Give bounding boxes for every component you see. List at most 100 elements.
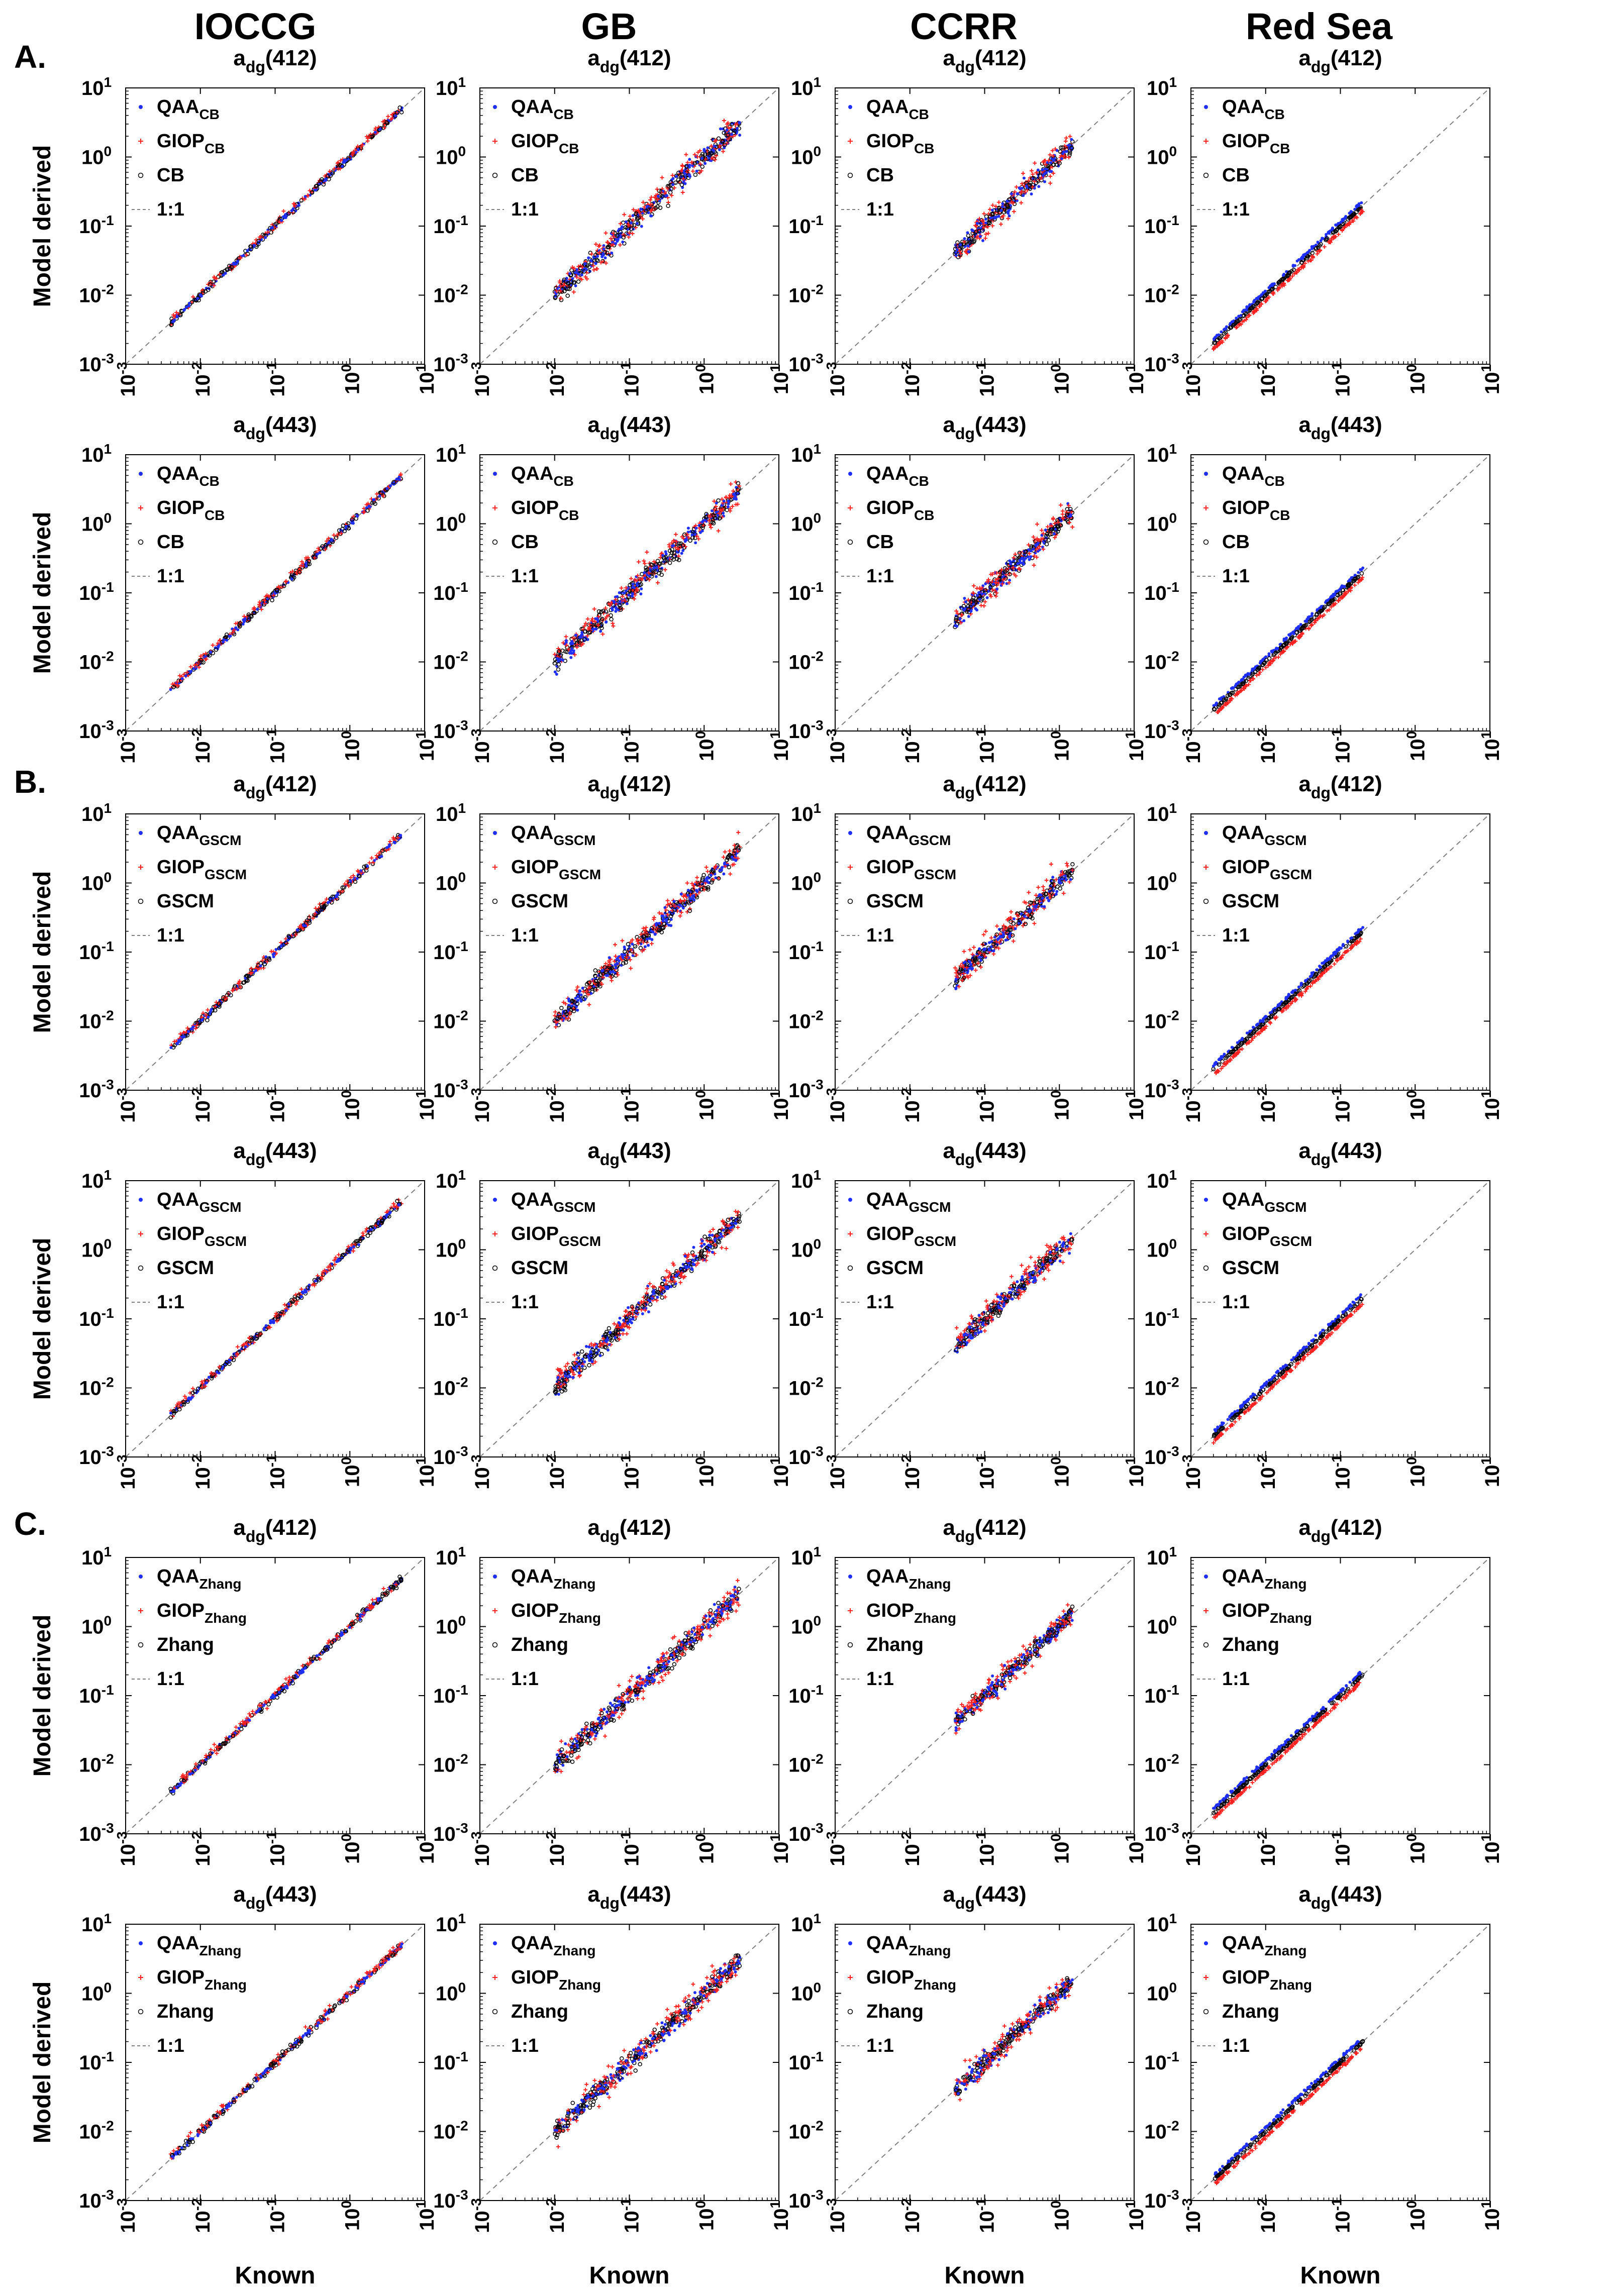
giop-point bbox=[996, 211, 1001, 216]
qaa-point bbox=[1305, 619, 1308, 623]
giop-point bbox=[709, 144, 714, 148]
giop-point bbox=[386, 114, 390, 119]
giop-point bbox=[1056, 520, 1060, 525]
legend: QAACB GIOPCB CB 1:1 bbox=[486, 96, 579, 220]
giop-point bbox=[1064, 136, 1068, 140]
qaa-point bbox=[394, 114, 397, 118]
qaa-point bbox=[356, 514, 359, 518]
legend-marker-model bbox=[138, 539, 144, 545]
qaa-point bbox=[348, 879, 352, 883]
model-point bbox=[185, 1033, 190, 1037]
section-label-a: A. bbox=[14, 39, 46, 75]
giop-point bbox=[712, 507, 717, 512]
model-point bbox=[214, 1003, 219, 1008]
giop-point bbox=[1020, 181, 1024, 186]
giop-point bbox=[349, 875, 353, 880]
qaa-point bbox=[1022, 558, 1026, 562]
giop-point bbox=[1035, 170, 1039, 175]
giop-point bbox=[994, 571, 999, 575]
y-tick-label: 100 bbox=[81, 510, 112, 536]
x-tick-label: 10-3 bbox=[114, 728, 139, 763]
qaa-point bbox=[1316, 608, 1319, 611]
qaa-point bbox=[225, 639, 229, 642]
qaa-point bbox=[1224, 328, 1227, 331]
qaa-point bbox=[974, 607, 977, 610]
giop-point bbox=[197, 665, 202, 669]
giop-point bbox=[718, 144, 722, 148]
y-tick-label: 100 bbox=[1147, 510, 1177, 536]
giop-point bbox=[332, 533, 336, 538]
qaa-point bbox=[569, 649, 573, 652]
legend-label: QAACB bbox=[157, 96, 220, 122]
model-point bbox=[607, 245, 611, 249]
qaa-point bbox=[209, 1010, 212, 1013]
legend-marker-model bbox=[138, 172, 144, 178]
model-point bbox=[716, 136, 721, 141]
qaa-point bbox=[241, 622, 245, 626]
model-point bbox=[969, 599, 974, 604]
model-point bbox=[629, 227, 634, 231]
giop-point bbox=[1051, 516, 1055, 520]
model-point bbox=[220, 270, 225, 274]
model-point bbox=[984, 214, 989, 219]
giop-point bbox=[1285, 646, 1289, 650]
giop-point bbox=[263, 601, 267, 606]
giop-point bbox=[1029, 168, 1034, 173]
giop-point bbox=[962, 240, 966, 244]
giop-point bbox=[596, 614, 600, 618]
qaa-point bbox=[572, 649, 575, 653]
legend-marker-model bbox=[847, 539, 853, 545]
giop-point bbox=[714, 153, 719, 158]
qaa-point bbox=[395, 477, 398, 481]
qaa-point bbox=[192, 667, 195, 670]
legend-label: CB bbox=[1222, 532, 1250, 553]
qaa-point bbox=[966, 231, 969, 235]
x-tick-label: 10-3 bbox=[824, 728, 849, 763]
model-point bbox=[224, 633, 229, 637]
giop-point bbox=[571, 290, 576, 294]
qaa-point bbox=[671, 177, 675, 180]
qaa-point bbox=[1237, 315, 1241, 318]
qaa-point bbox=[981, 239, 984, 242]
giop-point bbox=[711, 156, 715, 160]
giop-point bbox=[359, 144, 364, 149]
giop-point bbox=[676, 547, 680, 552]
qaa-point bbox=[330, 539, 333, 542]
qaa-point bbox=[695, 169, 698, 173]
giop-point bbox=[611, 243, 616, 247]
model-point bbox=[1294, 630, 1299, 635]
giop-point bbox=[720, 507, 725, 512]
model-point bbox=[307, 915, 312, 920]
y-tick-label: 10-1 bbox=[433, 579, 468, 604]
giop-point bbox=[244, 253, 249, 257]
giop-point bbox=[211, 643, 215, 648]
qaa-point bbox=[243, 618, 247, 621]
qaa-point bbox=[1024, 557, 1027, 560]
model-point bbox=[705, 149, 710, 154]
giop-point bbox=[1233, 693, 1238, 697]
legend-label: 1:1 bbox=[511, 566, 539, 587]
giop-point bbox=[984, 232, 988, 236]
model-point bbox=[1270, 287, 1275, 291]
model-point bbox=[1067, 152, 1072, 157]
qaa-point bbox=[602, 247, 606, 251]
x-tick-label: 100 bbox=[1403, 731, 1429, 761]
qaa-point bbox=[1344, 215, 1348, 218]
scatter-panel: adg(443) 10-310-3 10-2 10-2 10-1 10-1 100 100 10… bbox=[79, 412, 438, 764]
qaa-point bbox=[639, 592, 643, 596]
giop-point bbox=[1290, 642, 1294, 646]
qaa-point bbox=[568, 272, 572, 275]
model-point bbox=[246, 612, 251, 617]
model-point bbox=[609, 617, 614, 621]
model-point bbox=[380, 849, 385, 853]
giop-point bbox=[730, 504, 735, 508]
model-point bbox=[720, 139, 725, 144]
giop-point bbox=[603, 231, 608, 235]
qaa-point bbox=[980, 592, 984, 596]
giop-point bbox=[988, 572, 993, 577]
model-point bbox=[1051, 162, 1056, 167]
giop-point bbox=[996, 577, 1000, 581]
qaa-point bbox=[1214, 703, 1218, 707]
qaa-point bbox=[964, 600, 967, 603]
giop-point bbox=[572, 653, 577, 657]
